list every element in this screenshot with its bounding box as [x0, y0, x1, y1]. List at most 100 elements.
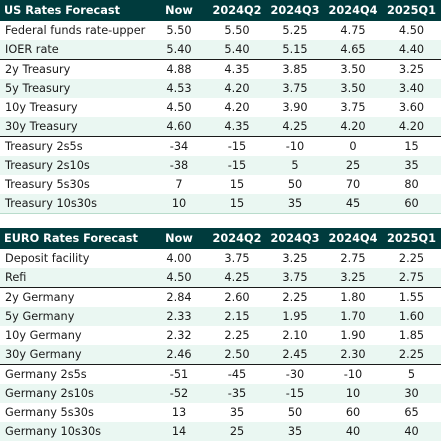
- cell: 14: [171, 425, 187, 438]
- table-row: 10y Treasury 4.50 4.20 3.90 3.75 3.60: [0, 98, 441, 117]
- cell: 1.60: [398, 310, 425, 323]
- cell: 4.65: [340, 43, 366, 56]
- cell: 1.80: [340, 291, 366, 304]
- euro-table-header: EURO Rates Forecast Now 2024Q2 2024Q3 20…: [0, 228, 441, 249]
- table-row: 2y Treasury 4.88 4.35 3.85 3.50 3.25: [0, 59, 441, 79]
- header-2025q1: 2025Q1: [387, 232, 436, 245]
- cell: 4.53: [166, 82, 192, 95]
- cell: 4.25: [282, 120, 308, 133]
- cell: -52: [169, 387, 189, 400]
- row-label: Treasury 2s10s: [5, 159, 90, 172]
- cell: 50: [287, 406, 303, 419]
- cell: 3.90: [282, 101, 308, 114]
- cell: 2.46: [166, 348, 192, 361]
- row-label: 30y Treasury: [5, 120, 78, 133]
- row-label: 30y Germany: [5, 348, 82, 361]
- cell: 7: [175, 178, 183, 191]
- row-label: 10y Treasury: [5, 101, 78, 114]
- table-row: 30y Germany 2.46 2.50 2.45 2.30 2.25: [0, 345, 441, 364]
- table-row: 2y Germany 2.84 2.60 2.25 1.80 1.55: [0, 287, 441, 307]
- cell: -15: [285, 387, 305, 400]
- table-row: 5y Treasury 4.53 4.20 3.75 3.50 3.40: [0, 79, 441, 98]
- table-row: Germany 10s30s 14 25 35 40 40: [0, 422, 441, 441]
- cell: 2.32: [166, 329, 192, 342]
- cell: -30: [285, 368, 305, 381]
- cell: -34: [169, 140, 189, 153]
- cell: 4.60: [166, 120, 192, 133]
- cell: 15: [229, 197, 245, 210]
- cell: 5: [407, 368, 416, 381]
- cell: 60: [404, 197, 419, 210]
- cell: 1.55: [398, 291, 425, 304]
- table-row: Deposit facility 4.00 3.75 3.25 2.75 2.2…: [0, 249, 441, 268]
- row-label: Treasury 2s5s: [5, 140, 83, 153]
- cell: -35: [227, 387, 247, 400]
- cell: 40: [404, 425, 419, 438]
- cell: 3.25: [340, 271, 366, 284]
- table-row: Treasury 10s30s 10 15 35 45 60: [0, 194, 441, 214]
- cell: 35: [287, 197, 303, 210]
- cell: 4.88: [166, 63, 192, 76]
- table-row: Germany 5s30s 13 35 50 60 65: [0, 403, 441, 422]
- cell: 3.75: [282, 82, 308, 95]
- cell: 2.84: [166, 291, 192, 304]
- cell: 50: [287, 178, 303, 191]
- cell: -10: [343, 368, 363, 381]
- cell: 5.15: [282, 43, 308, 56]
- header-2024q2: 2024Q2: [212, 232, 262, 245]
- cell: 15: [404, 140, 419, 153]
- cell: 2.25: [398, 348, 425, 361]
- row-label: Treasury 10s30s: [5, 197, 97, 210]
- table-row: Federal funds rate-upper 5.50 5.50 5.25 …: [0, 21, 441, 40]
- header-2024q3: 2024Q3: [270, 4, 320, 17]
- cell: 4.35: [224, 63, 250, 76]
- cell: 1.85: [398, 329, 425, 342]
- cell: -10: [285, 140, 305, 153]
- row-label: 2y Germany: [5, 291, 75, 304]
- cell: 30: [404, 387, 419, 400]
- cell: 4.50: [166, 101, 192, 114]
- row-label: Refi: [5, 271, 27, 284]
- cell: 65: [404, 406, 419, 419]
- cell: -15: [227, 159, 247, 172]
- cell: 10: [171, 197, 187, 210]
- cell: 5.50: [224, 24, 250, 37]
- cell: 0: [349, 140, 357, 153]
- cell: 4.20: [398, 120, 425, 133]
- cell: 4.35: [224, 120, 250, 133]
- cell: 3.75: [224, 252, 250, 265]
- cell: 35: [404, 159, 419, 172]
- us-table-header: US Rates Forecast Now 2024Q2 2024Q3 2024…: [0, 0, 441, 21]
- cell: 3.40: [398, 82, 425, 95]
- table-row: Germany 2s10s -52 -35 -15 10 30: [0, 384, 441, 403]
- row-label: 2y Treasury: [5, 63, 71, 76]
- cell: 3.85: [282, 63, 308, 76]
- cell: 4.00: [166, 252, 192, 265]
- cell: 3.50: [340, 63, 366, 76]
- cell: 3.60: [398, 101, 425, 114]
- row-label: IOER rate: [5, 43, 59, 56]
- cell: 2.15: [224, 310, 250, 323]
- table-row: Treasury 2s5s -34 -15 -10 0 15: [0, 136, 441, 156]
- header-now: Now: [165, 4, 193, 17]
- table-row: 5y Germany 2.33 2.15 1.95 1.70 1.60: [0, 307, 441, 326]
- cell: 4.50: [398, 24, 425, 37]
- cell: 2.25: [224, 329, 250, 342]
- cell: 2.30: [340, 348, 366, 361]
- cell: 2.45: [282, 348, 308, 361]
- row-label: 5y Treasury: [5, 82, 71, 95]
- cell: 4.40: [398, 43, 425, 56]
- table-row: Germany 2s5s -51 -45 -30 -10 5: [0, 364, 441, 384]
- row-label: 10y Germany: [5, 329, 82, 342]
- table-row: 10y Germany 2.32 2.25 2.10 1.90 1.85: [0, 326, 441, 345]
- cell: 5.40: [224, 43, 250, 56]
- cell: 45: [345, 197, 361, 210]
- header-2024q4: 2024Q4: [328, 4, 378, 17]
- cell: 2.75: [340, 252, 366, 265]
- table-row: Treasury 5s30s 7 15 50 70 80: [0, 175, 441, 194]
- cell: -51: [169, 368, 189, 381]
- cell: 35: [287, 425, 303, 438]
- table-row: Treasury 2s10s -38 -15 5 25 35: [0, 156, 441, 175]
- row-label: Deposit facility: [5, 252, 90, 265]
- cell: 10: [345, 387, 361, 400]
